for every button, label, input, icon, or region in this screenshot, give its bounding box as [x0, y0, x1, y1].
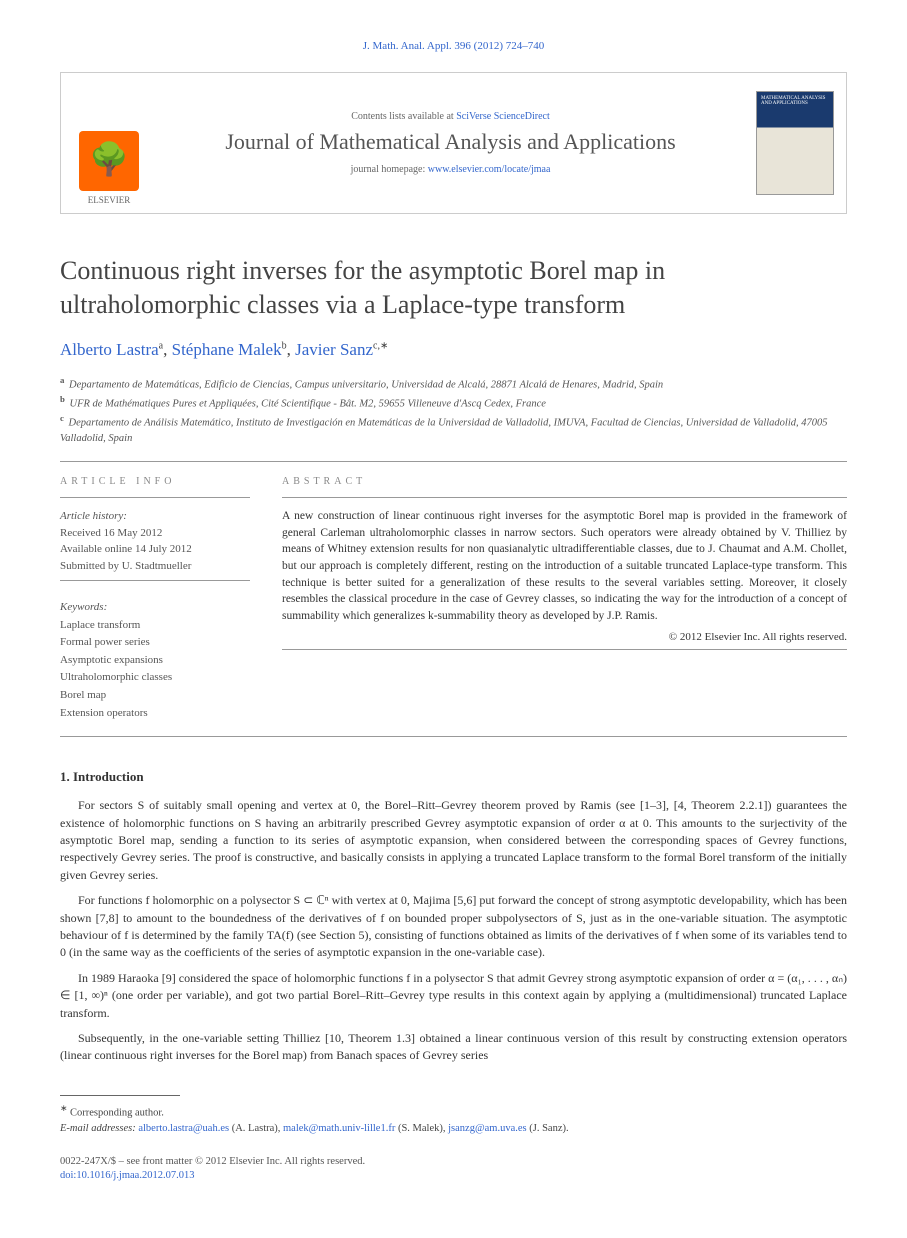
keyword: Asymptotic expansions	[60, 652, 250, 670]
divider	[282, 649, 847, 650]
author-link[interactable]: Alberto Lastra	[60, 340, 159, 359]
section-number: 1.	[60, 769, 70, 784]
bottom-block: 0022-247X/$ – see front matter © 2012 El…	[60, 1155, 847, 1184]
header-citation: J. Math. Anal. Appl. 396 (2012) 724–740	[60, 40, 847, 52]
email-who: (A. Lastra)	[232, 1123, 278, 1134]
abstract-text: A new construction of linear continuous …	[282, 508, 847, 625]
article-info-column: ARTICLE INFO Article history: Received 1…	[60, 476, 250, 722]
corresponding-marker: ,∗	[377, 340, 388, 351]
doi-link[interactable]: 10.1016/j.jmaa.2012.07.013	[76, 1170, 194, 1181]
keyword: Formal power series	[60, 634, 250, 652]
body-paragraph: For sectors S of suitably small opening …	[60, 797, 847, 884]
journal-banner: ELSEVIER Contents lists available at Sci…	[60, 72, 847, 214]
affiliations: a Departamento de Matemáticas, Edificio …	[60, 374, 847, 448]
history-item: Available online 14 July 2012	[60, 541, 250, 558]
history-item: Received 16 May 2012	[60, 525, 250, 542]
publisher-logo-block: ELSEVIER	[61, 73, 157, 213]
homepage-line: journal homepage: www.elsevier.com/locat…	[169, 164, 732, 175]
divider	[60, 580, 250, 581]
homepage-prefix: journal homepage:	[351, 164, 428, 175]
keywords-block: Keywords: Laplace transform Formal power…	[60, 599, 250, 722]
email-link[interactable]: alberto.lastra@uah.es	[138, 1123, 229, 1134]
banner-right: MATHEMATICAL ANALYSIS AND APPLICATIONS	[744, 73, 846, 213]
affiliation: b UFR de Mathématiques Pures et Appliqué…	[60, 393, 847, 412]
doi-label[interactable]: doi:	[60, 1170, 76, 1181]
author-link[interactable]: Stéphane Malek	[172, 340, 282, 359]
article-info-label: ARTICLE INFO	[60, 476, 250, 487]
article-title: Continuous right inverses for the asympt…	[60, 254, 847, 322]
divider	[60, 497, 250, 498]
aff-marker: a	[159, 340, 163, 351]
footnote-divider	[60, 1095, 180, 1096]
email-who: (S. Malek)	[398, 1123, 443, 1134]
keyword: Laplace transform	[60, 617, 250, 635]
publisher-name: ELSEVIER	[88, 195, 131, 205]
aff-text: UFR de Mathématiques Pures et Appliquées…	[70, 398, 546, 409]
contents-prefix: Contents lists available at	[351, 111, 456, 122]
affiliation: c Departamento de Análisis Matemático, I…	[60, 412, 847, 447]
journal-cover-thumb: MATHEMATICAL ANALYSIS AND APPLICATIONS	[756, 91, 834, 195]
abstract-copyright: © 2012 Elsevier Inc. All rights reserved…	[282, 631, 847, 643]
email-link[interactable]: jsanzg@am.uva.es	[448, 1123, 526, 1134]
elsevier-tree-icon	[79, 131, 139, 191]
footnotes: ∗ Corresponding author. E-mail addresses…	[60, 1102, 847, 1137]
keyword: Extension operators	[60, 705, 250, 723]
corresponding-note: ∗ Corresponding author.	[60, 1102, 847, 1121]
homepage-link[interactable]: www.elsevier.com/locate/jmaa	[428, 164, 551, 175]
sciencedirect-link[interactable]: SciVerse ScienceDirect	[456, 111, 550, 122]
body-paragraph: In 1989 Haraoka [9] considered the space…	[60, 970, 847, 1022]
history-block: Article history: Received 16 May 2012 Av…	[60, 508, 250, 574]
divider	[60, 736, 847, 737]
body-paragraph: Subsequently, in the one-variable settin…	[60, 1030, 847, 1065]
affiliation: a Departamento de Matemáticas, Edificio …	[60, 374, 847, 393]
email-line: E-mail addresses: alberto.lastra@uah.es …	[60, 1121, 847, 1137]
aff-label: b	[60, 394, 65, 404]
keyword: Borel map	[60, 687, 250, 705]
history-label: Article history:	[60, 508, 250, 525]
aff-text: Departamento de Matemáticas, Edificio de…	[69, 379, 663, 390]
history-item: Submitted by U. Stadtmueller	[60, 558, 250, 575]
authors-line: Alberto Lastraa, Stéphane Malekb, Javier…	[60, 340, 847, 360]
aff-marker: b	[282, 340, 287, 351]
front-matter-line: 0022-247X/$ – see front matter © 2012 El…	[60, 1155, 847, 1170]
banner-center: Contents lists available at SciVerse Sci…	[157, 73, 744, 213]
aff-label: c	[60, 413, 64, 423]
keywords-label: Keywords:	[60, 599, 250, 617]
author-link[interactable]: Javier Sanz	[295, 340, 373, 359]
abstract-label: ABSTRACT	[282, 476, 847, 487]
divider	[282, 497, 847, 498]
doi-line: doi:10.1016/j.jmaa.2012.07.013	[60, 1169, 847, 1184]
section-heading: 1. Introduction	[60, 769, 847, 785]
section-title: Introduction	[73, 769, 144, 784]
email-who: (J. Sanz)	[529, 1123, 566, 1134]
contents-line: Contents lists available at SciVerse Sci…	[169, 111, 732, 122]
email-link[interactable]: malek@math.univ-lille1.fr	[283, 1123, 395, 1134]
aff-label: a	[60, 375, 64, 385]
keyword: Ultraholomorphic classes	[60, 669, 250, 687]
aff-text: Departamento de Análisis Matemático, Ins…	[60, 418, 828, 445]
abstract-column: ABSTRACT A new construction of linear co…	[282, 476, 847, 722]
email-label: E-mail addresses:	[60, 1123, 136, 1134]
corresponding-text: Corresponding author.	[70, 1107, 164, 1118]
body-paragraph: For functions f holomorphic on a polysec…	[60, 892, 847, 962]
journal-name: Journal of Mathematical Analysis and App…	[169, 128, 732, 156]
divider	[60, 461, 847, 462]
